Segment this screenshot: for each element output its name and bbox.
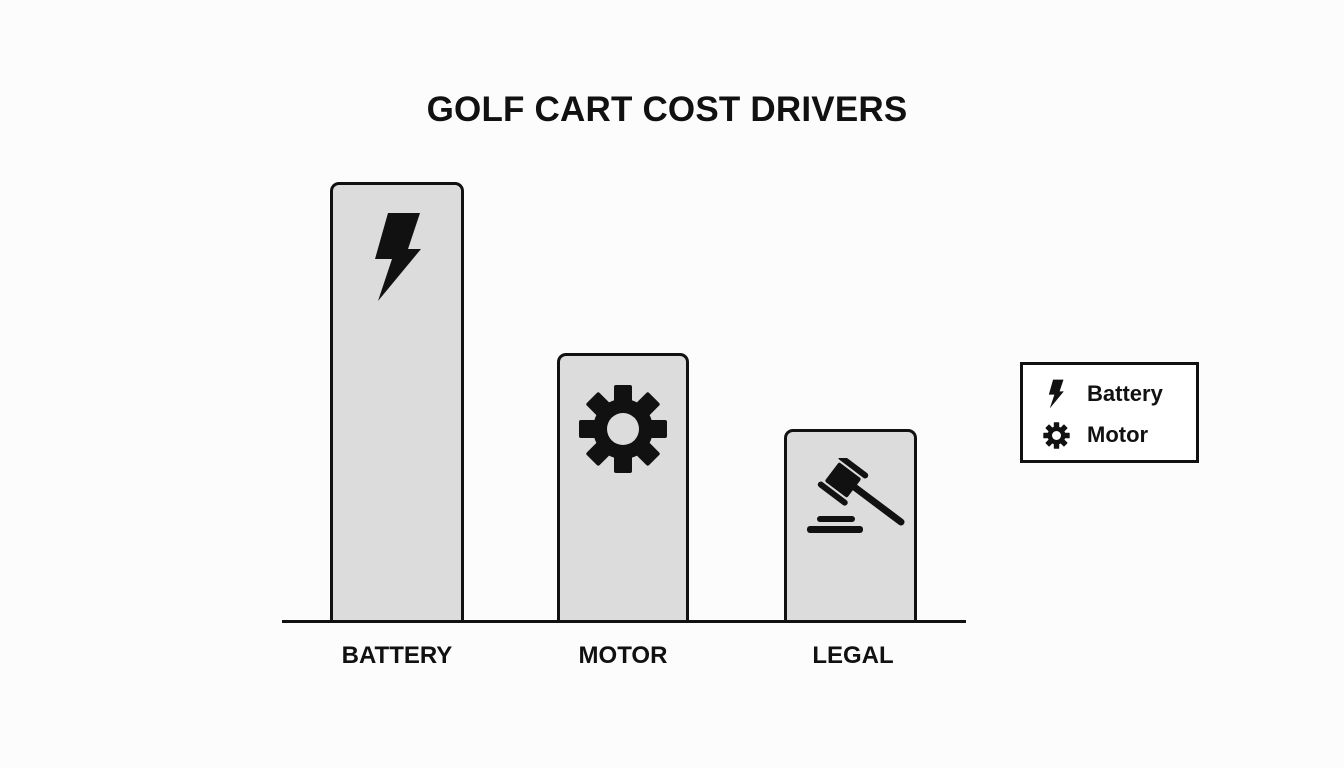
x-axis-baseline [282, 620, 966, 623]
bar-motor [557, 353, 689, 621]
gear-icon [579, 385, 667, 473]
lightning-bolt-icon [1041, 379, 1071, 409]
chart-legend: Battery Motor [1020, 362, 1199, 463]
gear-icon [1041, 421, 1071, 449]
category-label-motor: MOTOR [578, 642, 668, 669]
legend-item-battery: Battery [1041, 379, 1163, 409]
bar-battery [330, 182, 464, 621]
category-label-legal: LEGAL [812, 642, 894, 669]
chart-title: GOLF CART COST DRIVERS [426, 90, 908, 129]
legend-item-motor: Motor [1041, 420, 1148, 450]
lightning-bolt-icon [375, 213, 421, 301]
legend-label-motor: Motor [1087, 422, 1149, 447]
gavel-icon [806, 458, 905, 533]
legend-label-battery: Battery [1087, 381, 1163, 406]
category-label-battery: BATTERY [341, 642, 453, 669]
bar-legal [784, 429, 917, 621]
